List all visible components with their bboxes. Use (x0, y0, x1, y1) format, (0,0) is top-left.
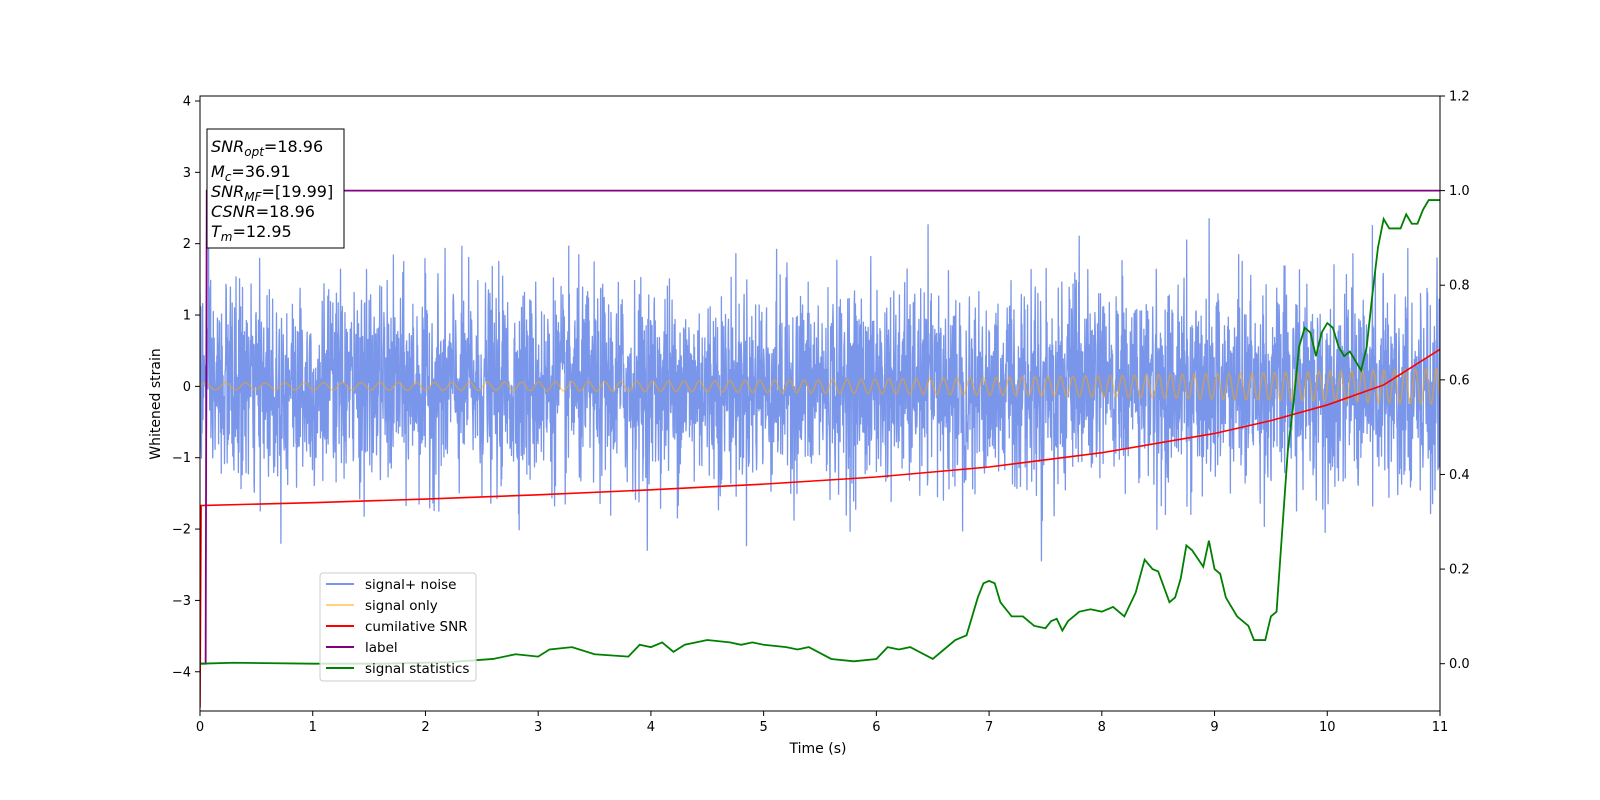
annotation-snr-opt: SNRopt=18.96 (211, 137, 323, 159)
y-left-tick-label: 4 (183, 94, 191, 109)
x-axis-label: Time (s) (789, 741, 847, 757)
y-left-tick-label: −3 (172, 594, 191, 609)
x-tick-label: 10 (1319, 720, 1336, 735)
x-tick-label: 5 (759, 720, 767, 735)
series-signal-plus-noise (200, 218, 1440, 562)
legend-item-cumulative-snr: cumilative SNR (326, 619, 468, 635)
legend-item-signal-plus-noise: signal+ noise (326, 577, 456, 593)
plot-frame (199, 95, 1441, 712)
legend-item-signal-only: signal only (326, 598, 438, 614)
svg-text:signal statistics: signal statistics (365, 661, 469, 677)
svg-text:signal+ noise: signal+ noise (365, 577, 456, 593)
x-tick-label: 1 (309, 720, 317, 735)
y-left-tick-label: −4 (172, 665, 191, 680)
svg-text:signal only: signal only (365, 598, 438, 614)
x-tick-label: 8 (1098, 720, 1106, 735)
x-tick-label: 9 (1210, 720, 1218, 735)
series-cumulative-snr (200, 348, 1440, 708)
annotation-snr-mf: SNRMF=[19.99] (211, 182, 333, 204)
y-left-axis-ticks: −4 −3 −2 −1 0 1 2 3 4 (172, 94, 200, 680)
x-tick-label: 4 (647, 720, 655, 735)
series-signal-statistics (200, 199, 1440, 665)
x-tick-label: 7 (985, 720, 993, 735)
y-axis-label: Whitened strain (148, 348, 164, 459)
x-tick-label: 11 (1432, 720, 1449, 735)
annotation-mc: Mc=36.91 (211, 162, 291, 184)
y-right-tick-label: 0.0 (1449, 657, 1470, 672)
y-left-tick-label: 3 (183, 166, 191, 181)
annotation-tm: Tm=12.95 (211, 222, 292, 244)
y-left-tick-label: −1 (172, 451, 191, 466)
legend: signal+ noise signal only cumilative SNR… (319, 572, 477, 682)
y-right-tick-label: 0.4 (1449, 468, 1470, 483)
y-right-tick-label: 0.6 (1449, 373, 1470, 388)
y-left-tick-label: 2 (183, 237, 191, 252)
x-axis-ticks: 0 1 2 3 4 5 6 7 8 9 10 11 (196, 711, 1448, 735)
svg-text:label: label (365, 640, 398, 656)
svg-text:cumilative SNR: cumilative SNR (365, 619, 468, 635)
legend-item-label: label (326, 640, 398, 656)
annotation-csnr: CSNR=18.96 (211, 202, 315, 221)
series-signal-only (200, 367, 1440, 405)
y-right-axis-ticks: 0.0 0.2 0.4 0.6 0.8 1.0 1.2 (1440, 90, 1470, 672)
x-tick-label: 3 (534, 720, 542, 735)
x-tick-label: 2 (421, 720, 429, 735)
y-left-tick-label: 1 (183, 309, 191, 324)
legend-item-signal-statistics: signal statistics (326, 661, 469, 677)
x-tick-label: 0 (196, 720, 204, 735)
x-tick-label: 6 (872, 720, 880, 735)
series-layer (200, 189, 1440, 708)
y-left-tick-label: −2 (172, 523, 191, 538)
y-left-tick-label: 0 (183, 380, 191, 395)
annotation-box: SNRopt=18.96 Mc=36.91 SNRMF=[19.99] CSNR… (206, 128, 345, 249)
y-right-tick-label: 0.2 (1449, 563, 1470, 578)
y-right-tick-label: 1.2 (1449, 90, 1470, 105)
y-right-tick-label: 1.0 (1449, 184, 1470, 199)
y-right-tick-label: 0.8 (1449, 279, 1470, 294)
